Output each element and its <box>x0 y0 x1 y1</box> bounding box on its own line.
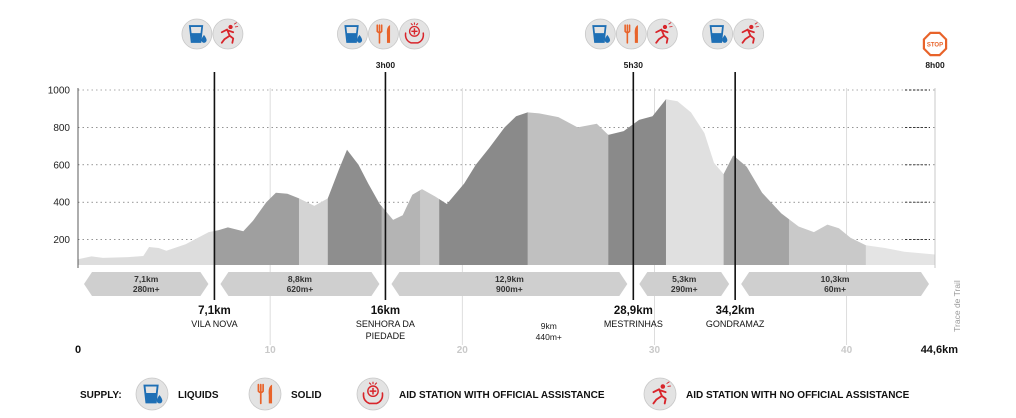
profile-band <box>439 99 529 265</box>
segment-gain: 60m+ <box>824 284 846 294</box>
y-tick-label: 400 <box>53 198 70 209</box>
station-time: 5h30 <box>624 60 644 70</box>
assistance-icon <box>356 377 390 411</box>
x-tick-label: 0 <box>75 344 81 356</box>
station-km: 16km <box>371 305 400 317</box>
stop-icon <box>922 31 948 57</box>
y-tick-label: 600 <box>53 160 70 171</box>
no-assistance-icon <box>643 377 677 411</box>
profile-band <box>527 99 609 265</box>
liquids-icon <box>337 18 368 50</box>
legend-label: AID STATION WITH NO OFFICIAL ASSISTANCE <box>686 390 910 401</box>
legend: SUPPLY: LIQUIDS SOLID AID STATION WITH OFFI… <box>80 377 910 411</box>
profile-band <box>420 99 440 265</box>
liquids-icon <box>702 18 734 50</box>
solid-icon <box>368 18 399 50</box>
legend-label: AID STATION WITH OFFICIAL ASSISTANCE <box>399 390 605 401</box>
liquids-icon <box>584 18 616 50</box>
station-km: 34,2km <box>716 305 755 317</box>
profile-band <box>865 99 935 265</box>
note-label: 9km <box>541 321 557 331</box>
legend-item: AID STATION WITH OFFICIAL ASSISTANCE <box>356 377 605 411</box>
elevation-area <box>78 99 935 265</box>
profile-band <box>78 99 215 265</box>
x-tick-label: 10 <box>265 345 277 356</box>
aid-station: 34,2km GONDRAMAZ <box>702 18 765 329</box>
segment-gain: 900m+ <box>496 284 523 294</box>
segment-arrow <box>220 272 380 296</box>
segment-arrow <box>391 272 628 296</box>
segment-distance: 7,1km <box>134 274 159 284</box>
x-tick-label: 40 <box>841 345 853 356</box>
profile-band <box>214 99 300 265</box>
segment-distance: 8,8km <box>288 274 313 284</box>
segment-arrow <box>741 272 929 296</box>
no-assistance-icon <box>212 18 244 50</box>
legend-item: LIQUIDS <box>135 377 219 411</box>
legend-item: SOLID <box>248 377 322 411</box>
x-tick-label: 44,6km <box>921 344 959 356</box>
profile-band <box>723 99 790 265</box>
segment-distance: 10,3km <box>821 274 850 284</box>
y-tick-label: 200 <box>53 235 70 246</box>
no-assistance-icon <box>733 18 765 50</box>
legend-item: AID STATION WITH NO OFFICIAL ASSISTANCE <box>643 377 910 411</box>
segment-arrow <box>639 272 730 296</box>
finish-marker: STOP 8h00 <box>922 31 948 70</box>
segment-bar: 7,1km280m+8,8km620m+12,9km900m+5,3km290m… <box>84 272 929 342</box>
aid-station: 5h30 28,9km MESTRINHAS <box>584 18 678 329</box>
segment-distance: 5,3km <box>672 274 697 284</box>
station-time: 3h00 <box>376 60 396 70</box>
legend-label: SOLID <box>291 390 322 401</box>
profile-band <box>608 99 667 265</box>
y-tick-label: 800 <box>53 123 70 134</box>
station-name: SENHORA DA <box>356 319 415 329</box>
profile-band <box>381 99 421 265</box>
profile-band <box>298 99 329 265</box>
profile-band <box>327 99 383 265</box>
side-label: Trace de Trail <box>952 280 962 332</box>
station-name: VILA NOVA <box>191 319 237 329</box>
station-name: PIEDADE <box>366 331 406 341</box>
profile-band <box>665 99 725 265</box>
station-km: 28,9km <box>614 305 653 317</box>
aid-station: 3h00 16km SENHORA DA PIEDADE <box>337 18 430 341</box>
segment-distance: 12,9km <box>495 274 524 284</box>
liquids-icon <box>135 377 169 411</box>
segment-gain: 620m+ <box>287 284 314 294</box>
station-name: GONDRAMAZ <box>706 319 765 329</box>
no-assistance-icon <box>646 18 678 50</box>
note-label: 440m+ <box>536 332 562 342</box>
finish-time: 8h00 <box>925 60 945 70</box>
liquids-icon <box>181 18 213 50</box>
segment-arrow <box>84 272 209 296</box>
x-tick-label: 30 <box>649 345 661 356</box>
x-tick-label: 20 <box>457 345 469 356</box>
segment-gain: 280m+ <box>133 284 160 294</box>
aid-stations: 7,1km VILA NOVA 3h00 16km SENHORA DA PIEDADE 5… <box>181 18 948 341</box>
axes: 200 400 600 800 1000 0 10 20 30 40 44,6km Trace de … <box>48 86 962 357</box>
profile-band <box>788 99 867 265</box>
assistance-icon <box>399 18 430 50</box>
station-km: 7,1km <box>198 305 231 317</box>
aid-station: 7,1km VILA NOVA <box>181 18 244 329</box>
y-tick-label: 1000 <box>48 86 71 97</box>
stop-label: STOP <box>927 43 943 49</box>
solid-icon <box>248 377 282 411</box>
station-name: MESTRINHAS <box>604 319 663 329</box>
solid-icon <box>615 18 647 50</box>
legend-label: LIQUIDS <box>178 390 219 401</box>
segment-gain: 290m+ <box>671 284 698 294</box>
legend-title: SUPPLY: <box>80 390 122 401</box>
